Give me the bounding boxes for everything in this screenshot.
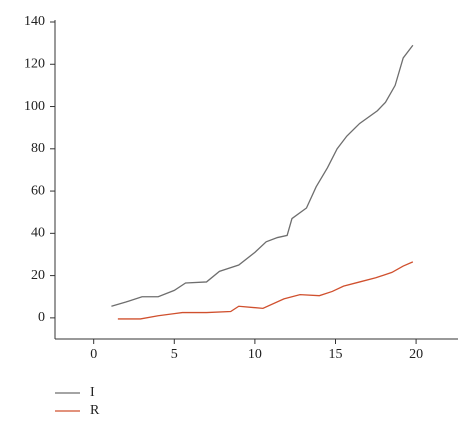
y-tick-label: 60 [31,183,45,198]
line-series [117,261,414,320]
x-tick-label: 0 [90,347,97,362]
y-tick-label: 100 [24,99,45,114]
y-tick-label: 120 [24,56,45,71]
x-tick-label: 5 [171,347,178,362]
legend-label: R [90,403,100,418]
y-tick-label: 40 [31,226,45,241]
y-tick-label: 80 [31,141,45,156]
line-series [111,44,414,307]
y-tick-label: 0 [38,310,45,325]
x-tick-label: 10 [248,347,262,362]
y-tick-label: 20 [31,268,45,283]
y-tick-label: 140 [24,14,45,29]
x-tick-label: 20 [409,347,423,362]
x-tick-label: 15 [328,347,342,362]
legend-label: I [90,385,95,400]
